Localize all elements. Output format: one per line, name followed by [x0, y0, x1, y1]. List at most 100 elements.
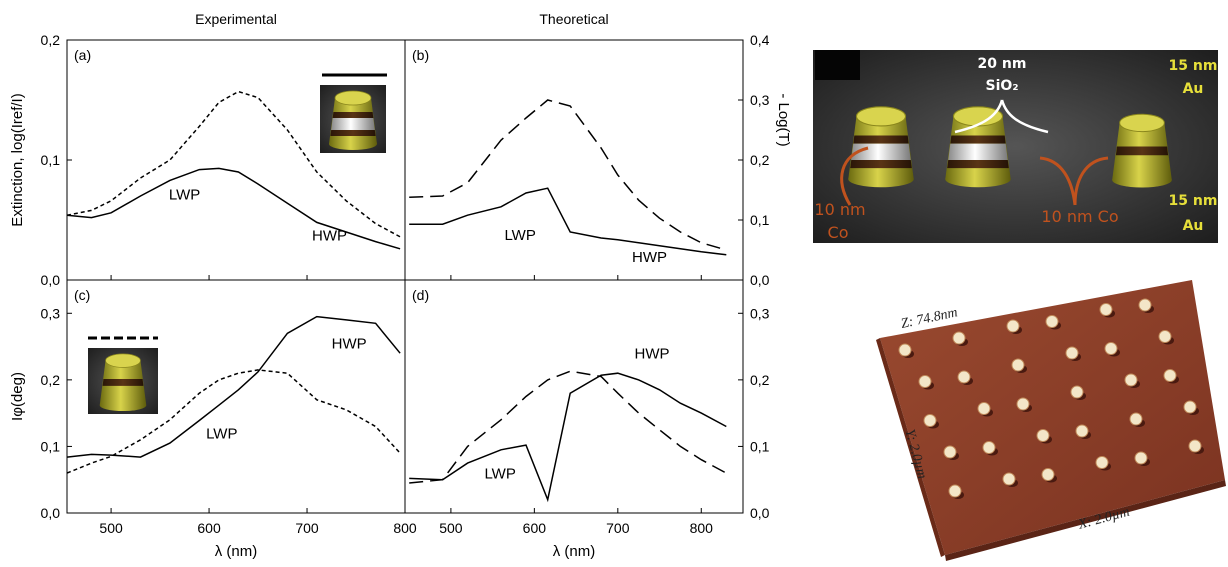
- afm-dot: [1188, 439, 1202, 453]
- afm-dot: [918, 375, 932, 388]
- annotation: LWP: [504, 227, 535, 244]
- schematic-label: Co: [828, 223, 849, 242]
- data-line: [409, 370, 727, 484]
- schematic-label: Au: [1183, 81, 1204, 97]
- afm-dot: [1138, 298, 1152, 312]
- y-tick-label: 0,1: [41, 438, 61, 454]
- y-tick-label: 0,0: [750, 272, 770, 288]
- afm-dot: [1134, 451, 1148, 465]
- schematic-corner: [815, 50, 860, 80]
- y-tick-label: 0,1: [750, 212, 770, 228]
- afm-dot: [1065, 346, 1079, 360]
- x-tick-label: 800: [690, 520, 714, 536]
- y-tick-label: 0,2: [750, 372, 770, 388]
- annotation: HWP: [635, 346, 670, 363]
- afm-dot: [1104, 342, 1118, 355]
- data-line: [66, 369, 401, 474]
- data-line: [409, 187, 727, 256]
- afm-dot: [1075, 424, 1089, 438]
- panel-label: (a): [74, 47, 91, 63]
- plot-frame: [404, 279, 744, 514]
- panel-label: (d): [412, 287, 429, 303]
- arrow: [840, 146, 869, 206]
- afm-dot: [1006, 319, 1020, 333]
- y-tick-label: 0,2: [41, 372, 61, 388]
- annotation: HWP: [312, 227, 347, 244]
- plot-frame: [404, 39, 744, 281]
- x-axis-label: λ (nm): [553, 543, 596, 560]
- column-title: Experimental: [195, 11, 277, 27]
- y-tick-label: 0,2: [41, 32, 61, 48]
- schematic-label: SiO₂: [986, 78, 1019, 94]
- annotation: HWP: [332, 336, 367, 353]
- schematic-label: 15 nm: [1169, 193, 1218, 209]
- y-tick-label: 0,3: [750, 305, 770, 321]
- afm-dot: [1129, 412, 1143, 426]
- column-title: Theoretical: [539, 11, 608, 27]
- schematic-pillar: [1111, 113, 1173, 189]
- y-tick-label: 0,0: [41, 272, 61, 288]
- afm-dot: [977, 402, 991, 415]
- annotation: LWP: [169, 187, 200, 204]
- y-tick-label: 0,1: [750, 438, 770, 454]
- data-line: [409, 372, 727, 503]
- afm-dot: [1099, 303, 1113, 316]
- afm-dot: [1036, 429, 1050, 442]
- y-tick-label: 0,3: [750, 92, 770, 108]
- afm-dot: [982, 441, 996, 454]
- afm-dot: [1002, 472, 1016, 486]
- afm-dot: [1016, 397, 1030, 411]
- afm-dot: [1095, 456, 1109, 469]
- y-tick-label: 0,3: [41, 305, 61, 321]
- x-tick-label: 800: [393, 520, 417, 536]
- afm-surface: [880, 280, 1225, 555]
- afm-edge: [876, 338, 945, 557]
- afm-dot: [943, 445, 957, 459]
- schematic-label: 10 nm: [814, 200, 865, 219]
- panel-label: (c): [74, 287, 90, 303]
- afm-dot: [952, 331, 966, 345]
- inset-pillar: [99, 353, 147, 412]
- schematic-label: 20 nm: [978, 56, 1027, 72]
- afm-dot: [1045, 315, 1059, 328]
- annotation: LWP: [206, 425, 237, 442]
- y-axis-label: Iφ(deg): [9, 372, 26, 421]
- afm-dot: [1183, 400, 1197, 414]
- y-tick-label: 0,0: [750, 505, 770, 521]
- schematic-label: 10 nm Co: [1041, 207, 1118, 226]
- annotation: HWP: [632, 249, 667, 266]
- data-line: [409, 99, 727, 251]
- arrow: [1039, 156, 1077, 206]
- afm-dot: [1011, 358, 1025, 372]
- charts: 0,0 0,1 0,2 Experimental (a) Extinction, log(…: [9, 11, 792, 560]
- afm-edge: [945, 480, 1226, 561]
- afm-dot: [957, 370, 971, 384]
- afm-dot: [898, 343, 912, 357]
- afm-dot: [1070, 385, 1084, 399]
- afm-dot: [1158, 330, 1172, 343]
- x-tick-label: 700: [606, 520, 630, 536]
- afm-dot: [1124, 373, 1138, 387]
- inset-pillar: [328, 90, 378, 151]
- y-tick-label: 0,1: [41, 152, 61, 168]
- data-line: [66, 90, 401, 238]
- x-tick-label: 500: [439, 520, 463, 536]
- x-tick-label: 600: [197, 520, 221, 536]
- schematic-pillar: [944, 106, 1012, 188]
- arrow: [954, 99, 1049, 134]
- schematic: 20 nm SiO₂ 15 nm Au 15 nm Au 10 nm Co 10…: [813, 50, 1218, 243]
- x-tick-label: 600: [523, 520, 547, 536]
- schematic-label: 15 nm: [1169, 58, 1218, 74]
- y-tick-label: 0,4: [750, 32, 770, 48]
- x-axis-label: λ (nm): [215, 543, 258, 560]
- y-axis-label: - Log(T): [775, 93, 792, 146]
- y-tick-label: 0,0: [41, 505, 61, 521]
- x-tick-label: 500: [99, 520, 123, 536]
- afm-dot: [948, 484, 962, 498]
- schematic-pillar: [847, 106, 915, 188]
- afm-image: Z: 74.8nm Y: 2.0µm X: 2.0µm: [876, 280, 1226, 561]
- y-axis-label: Extinction, log(Iref/I): [9, 93, 26, 226]
- y-tick-label: 0,2: [750, 152, 770, 168]
